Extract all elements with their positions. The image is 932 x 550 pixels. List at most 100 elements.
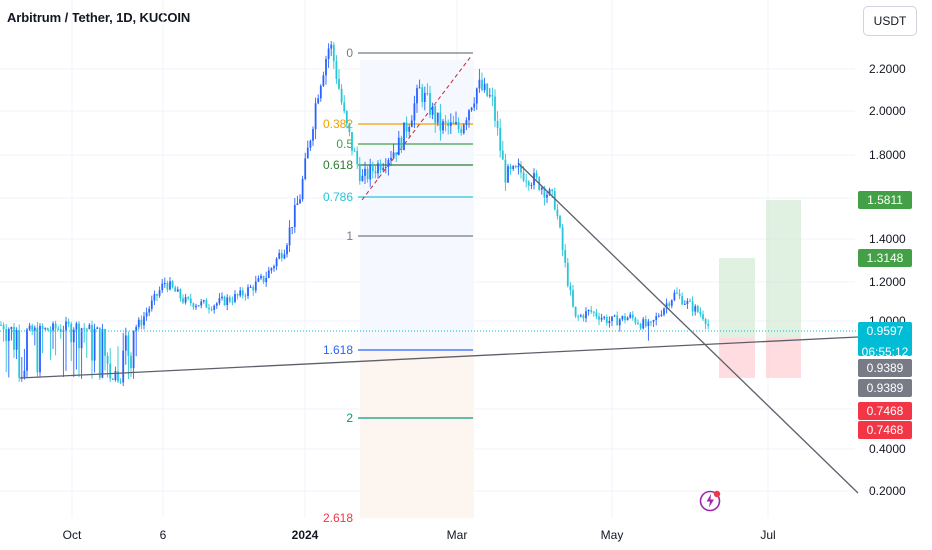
- candle-body: [148, 308, 151, 313]
- candle-body: [124, 335, 127, 351]
- candle-body: [517, 165, 520, 168]
- candle-body: [109, 363, 112, 379]
- candle-body: [140, 319, 143, 326]
- candle-body: [257, 278, 260, 282]
- candle-body: [564, 250, 567, 263]
- candle-body: [83, 328, 86, 330]
- candle-body: [119, 381, 122, 383]
- candle-body: [135, 327, 138, 331]
- candle-body: [546, 194, 548, 198]
- candle-body: [184, 297, 187, 303]
- candle-body: [481, 79, 483, 90]
- symbol-title[interactable]: Arbitrum / Tether, 1D, KUCOIN: [7, 10, 191, 25]
- candle-body: [117, 371, 119, 382]
- candle-body: [626, 317, 629, 321]
- candle-body: [488, 95, 491, 97]
- candle-body: [49, 330, 52, 332]
- candle-body: [208, 307, 210, 310]
- candle-body: [52, 323, 54, 331]
- candle-body: [379, 163, 382, 171]
- candle-body: [7, 329, 10, 342]
- candle-body: [179, 289, 182, 299]
- candle-body: [57, 328, 60, 330]
- candle-body: [262, 275, 265, 283]
- candle-body: [273, 266, 275, 269]
- candle-body: [161, 283, 164, 291]
- candle-body: [400, 137, 403, 151]
- fib-level-label: 1: [346, 229, 353, 243]
- candle-body: [590, 310, 593, 312]
- candle-body: [356, 151, 359, 165]
- candle-body: [475, 88, 478, 104]
- candle-body: [418, 87, 421, 89]
- candle-body: [171, 281, 174, 288]
- candle-body: [377, 163, 379, 174]
- candle-body: [244, 295, 247, 297]
- support-trendline: [19, 336, 859, 379]
- candle-body: [691, 301, 694, 312]
- candle-body: [111, 378, 114, 381]
- candle-body: [215, 303, 218, 306]
- candle-body: [345, 111, 348, 124]
- candle-body: [304, 158, 307, 180]
- candle-body: [75, 323, 78, 330]
- candle-body: [660, 314, 663, 316]
- candle-body: [561, 227, 564, 251]
- candle-body: [327, 48, 330, 60]
- candle-body: [634, 318, 637, 323]
- candle-body: [574, 306, 577, 317]
- candle-body: [650, 321, 652, 323]
- candle-body: [608, 321, 611, 324]
- candle-body: [114, 371, 117, 381]
- candle-body: [145, 312, 148, 317]
- countdown-label: 06:55:12: [862, 345, 909, 359]
- price-tag: [858, 322, 912, 356]
- candle-body: [473, 103, 476, 108]
- currency-button[interactable]: USDT: [863, 6, 917, 36]
- candle-body: [98, 327, 101, 378]
- candle-body: [340, 88, 343, 103]
- price-tag-label: 0.9389: [867, 381, 904, 395]
- fib-level-label: 0: [346, 46, 353, 60]
- candle-body: [637, 322, 639, 325]
- candle-body: [631, 314, 634, 319]
- candle-body: [44, 328, 47, 330]
- candle-body: [436, 112, 439, 123]
- candle-body: [127, 335, 130, 356]
- fib-level-label: 0.786: [323, 190, 353, 204]
- candle-body: [572, 290, 574, 307]
- candle-body: [657, 315, 660, 317]
- candle-body: [312, 129, 314, 141]
- candle-body: [158, 290, 161, 296]
- lightning-icon[interactable]: [699, 488, 723, 512]
- candle-body: [338, 78, 340, 89]
- candle-body: [512, 165, 515, 170]
- candle-body: [33, 327, 36, 331]
- candle-body: [299, 199, 301, 204]
- candle-body: [621, 316, 624, 320]
- candle-body: [639, 324, 642, 329]
- candle-body: [293, 205, 296, 227]
- candle-body: [270, 268, 273, 271]
- candle-body: [210, 309, 213, 311]
- candle-body: [309, 140, 312, 148]
- candle-body: [364, 168, 366, 176]
- candle-body: [46, 328, 49, 331]
- candle-body: [668, 303, 671, 306]
- x-axis-tick-label: Mar: [447, 528, 468, 542]
- y-axis-tick-label: 1.8000: [869, 148, 906, 162]
- candle-body: [65, 321, 67, 331]
- candle-body: [291, 226, 294, 228]
- y-axis-tick-label: 2.2000: [869, 62, 906, 76]
- candle-body: [88, 324, 91, 330]
- price-tag-label: 0.7468: [867, 404, 904, 418]
- candle-body: [392, 152, 395, 158]
- candle-body: [468, 110, 470, 121]
- candle-body: [431, 106, 434, 115]
- candle-body: [582, 315, 585, 319]
- candle-body: [439, 112, 442, 131]
- candle-body: [681, 295, 684, 305]
- candle-body: [525, 180, 528, 182]
- price-tag-label: 1.5811: [867, 193, 903, 207]
